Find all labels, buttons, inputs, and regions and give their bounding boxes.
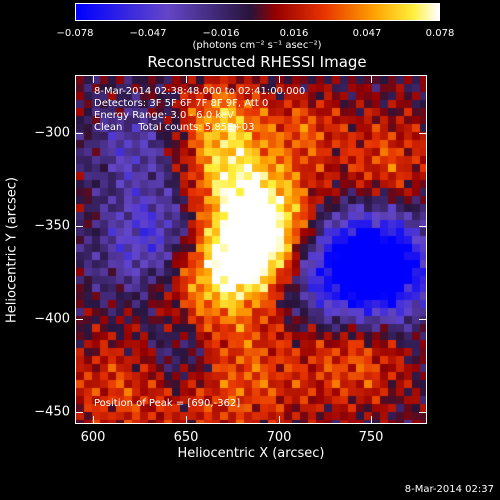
x-axis-label: Heliocentric X (arcsec) [177,446,325,461]
y-tick-label: −400 [34,311,70,327]
y-tick-label: −450 [34,404,70,420]
x-tick-label: 600 [80,430,106,445]
info-time-range: 8-Mar-2014 02:38:48.000 to 02:41:00.000 [94,86,306,97]
y-tick-label: −300 [34,125,70,141]
colorbar-tick-label: −0.047 [129,28,167,39]
colorbar-tick-label: −0.078 [56,28,94,39]
colorbar-tick-label: 0.047 [352,28,382,39]
heatmap-plot: 8-Mar-2014 02:38:48.000 to 02:41:00.000 … [75,75,427,424]
colorbar-tick-label: 0.016 [279,28,309,39]
y-axis-label: Heliocentric Y (arcsec) [4,177,20,323]
info-energy-range: Energy Range: 3.0 - 6.0 keV [94,110,234,121]
colorbar-tick-label: −0.016 [202,28,240,39]
heatmap-image [76,76,426,423]
info-clean-counts: Clean Total counts: 5.85E+03 [94,122,255,133]
colorbar [75,3,440,21]
plot-title: Reconstructed RHESSI Image [147,53,367,71]
x-tick-label: 750 [358,430,384,445]
info-detectors: Detectors: 3F 5F 6F 7F 8F 9F, Att 0 [94,98,269,109]
x-tick-label: 700 [266,430,292,445]
colorbar-tick-label: 0.078 [425,28,455,39]
x-tick-label: 650 [173,430,199,445]
peak-position-label: Position of Peak = [690,-362] [94,398,241,409]
timestamp: 8-Mar-2014 02:37 [404,484,494,495]
colorbar-units: (photons cm⁻² s⁻¹ asec⁻²) [192,40,322,51]
y-tick-label: −350 [34,218,70,234]
